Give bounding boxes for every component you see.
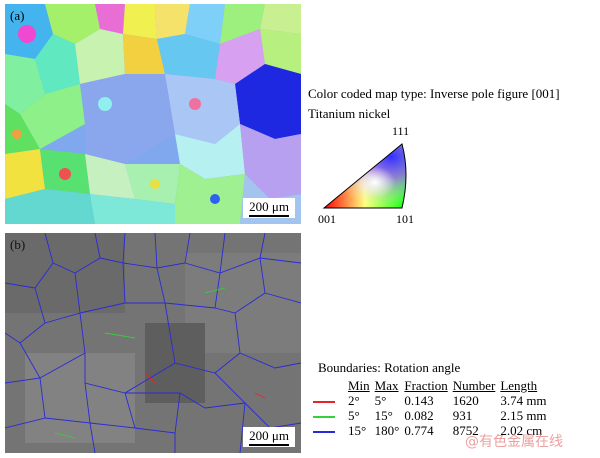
swatch-column-header — [313, 378, 348, 393]
ipf-label-101: 101 — [396, 212, 414, 226]
boundary-row: 2° 5° 0.143 1620 3.74 mm — [313, 393, 552, 408]
ipf-grain-map: (a) 200 μm — [5, 4, 301, 224]
row-fraction: 0.082 — [404, 408, 434, 423]
row-number: 931 — [452, 408, 473, 423]
boundaries-table: Min Max Fraction Number Length 2° 5° 0.1… — [313, 378, 552, 438]
row-min: 2° — [348, 393, 360, 408]
boundary-map-graphic — [5, 233, 301, 453]
panel-a-scale-bar: 200 μm — [243, 198, 295, 218]
panel-b-scale-bar: 200 μm — [243, 427, 295, 447]
header-length: Length — [500, 378, 538, 393]
row-number: 1620 — [452, 393, 479, 408]
panel-a-scale-text: 200 μm — [249, 199, 289, 214]
row-length: 2.02 cm — [500, 423, 543, 438]
watermark: @有色金属在线 — [465, 434, 563, 450]
boundaries-header-row: Min Max Fraction Number Length — [313, 378, 552, 393]
header-max: Max — [374, 378, 399, 393]
row-number: 8752 — [452, 423, 479, 438]
row-min: 15° — [348, 423, 367, 438]
grain-map-graphic — [5, 4, 301, 224]
header-number: Number — [452, 378, 496, 393]
header-min: Min — [348, 378, 370, 393]
ipf-label-001: 001 — [318, 212, 336, 226]
panel-b-scale-line — [249, 444, 289, 446]
row-min: 5° — [348, 408, 360, 423]
ipf-triangle-graphic — [322, 143, 407, 209]
row-fraction: 0.143 — [404, 393, 434, 408]
panel-b-label: (b) — [10, 237, 26, 252]
ipf-label-111: 111 — [392, 124, 410, 138]
header-fraction: Fraction — [404, 378, 448, 393]
row-max: 5° — [374, 393, 387, 408]
ipf-color-key: 111 001 101 — [318, 124, 424, 226]
row-max: 180° — [374, 423, 400, 438]
boundary-swatch-green — [313, 408, 348, 423]
boundary-swatch-blue — [313, 423, 348, 438]
boundaries-title: Boundaries: Rotation angle — [318, 360, 461, 375]
panel-a-scale-line — [249, 215, 289, 217]
material-caption: Titanium nickel — [308, 106, 391, 121]
row-length: 2.15 mm — [500, 408, 547, 423]
boundary-swatch-red — [313, 393, 348, 408]
panel-a-label: (a) — [10, 8, 25, 23]
row-fraction: 0.774 — [404, 423, 434, 438]
boundary-map: (b) 200 μm — [5, 233, 301, 453]
boundary-row: 15° 180° 0.774 8752 2.02 cm — [313, 423, 552, 438]
boundary-row: 5° 15° 0.082 931 2.15 mm — [313, 408, 552, 423]
row-max: 15° — [374, 408, 393, 423]
panel-b-scale-text: 200 μm — [249, 428, 289, 443]
row-length: 3.74 mm — [500, 393, 547, 408]
map-type-caption: Color coded map type: Inverse pole figur… — [308, 86, 560, 101]
